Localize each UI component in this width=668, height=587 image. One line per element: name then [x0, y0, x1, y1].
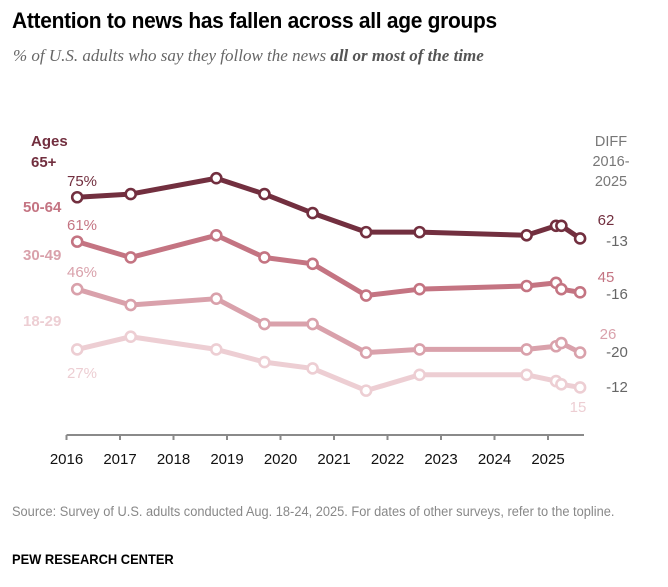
data-point: [306, 257, 319, 271]
diff-value: -12: [606, 379, 628, 396]
source-note: Source: Survey of U.S. adults conducted …: [12, 504, 615, 519]
data-point: [359, 384, 373, 397]
x-tick-label: 2024: [478, 451, 511, 468]
data-point: [124, 251, 137, 264]
data-point: [413, 368, 426, 382]
x-tick-label: 2018: [157, 451, 190, 468]
data-point: [573, 381, 587, 394]
start-value-label: 75%: [67, 173, 97, 190]
data-point: [210, 228, 223, 242]
diff-value: -13: [606, 233, 628, 250]
data-point: [359, 346, 373, 359]
series-line-18-29: [74, 334, 583, 394]
subtitle-prefix: % of U.S. adults who say they follow the…: [13, 46, 331, 65]
x-tick-label: 2016: [50, 451, 83, 468]
data-point: [70, 282, 84, 296]
data-point: [520, 228, 533, 242]
data-point: [258, 317, 271, 331]
data-point: [359, 225, 373, 239]
end-value-label: 45: [598, 269, 615, 286]
diff-value: -20: [606, 344, 628, 361]
legend-label-30-49: 30-49: [23, 247, 61, 264]
data-point: [306, 206, 319, 220]
end-value-label: 26: [600, 326, 617, 343]
x-tick-label: 2021: [317, 451, 350, 468]
end-value-label: 62: [598, 212, 615, 229]
chart-subtitle: % of U.S. adults who say they follow the…: [13, 46, 484, 66]
diff-value: -16: [606, 286, 628, 303]
chart-title: Attention to news has fallen across all …: [12, 8, 497, 33]
start-value-label: 27%: [67, 365, 97, 382]
x-tick-label: 2017: [103, 451, 136, 468]
data-point: [306, 317, 319, 331]
data-point: [258, 355, 271, 369]
x-tick-label: 2023: [424, 451, 457, 468]
start-value-label: 61%: [67, 217, 97, 234]
data-point: [124, 187, 137, 201]
diff-header-label: 2016-: [592, 154, 629, 170]
data-point: [258, 251, 271, 264]
data-point: [70, 235, 84, 248]
x-tick-label: 2025: [531, 451, 564, 468]
data-point: [359, 289, 373, 302]
data-point: [555, 336, 568, 350]
data-point: [520, 368, 533, 382]
line-chart: 2016 2017 2018 2019 2020 2021 2022 2023 2024 2025…: [23, 133, 630, 468]
data-point: [555, 377, 568, 391]
legend-label-18-29: 18-29: [23, 313, 61, 330]
data-point: [573, 232, 587, 245]
data-point: [210, 343, 223, 356]
legend-label-65+: 65+: [31, 154, 57, 171]
start-value-label: 46%: [67, 264, 97, 281]
legend-label-50-64: 50-64: [23, 199, 62, 216]
data-point: [210, 171, 223, 185]
data-point: [573, 286, 587, 299]
data-point: [124, 298, 137, 312]
data-point: [70, 190, 84, 204]
data-point: [413, 343, 426, 356]
x-tick-label: 2020: [264, 451, 297, 468]
brand-logo-text: PEW RESEARCH CENTER: [12, 551, 174, 567]
diff-header-label: 2025: [595, 174, 627, 190]
data-point: [520, 279, 533, 293]
data-point: [210, 292, 223, 305]
data-point: [124, 330, 137, 344]
data-point: [555, 282, 568, 296]
data-point: [258, 187, 271, 201]
legend-label-65+: Ages: [31, 133, 68, 150]
series-line-50-64: [74, 232, 583, 299]
x-tick-label: 2022: [371, 451, 404, 468]
end-value-label: 15: [570, 399, 587, 416]
data-point: [555, 219, 568, 233]
data-point: [573, 346, 587, 359]
data-point: [520, 343, 533, 356]
series-line-65+: [74, 175, 583, 241]
series-line-30-49: [74, 286, 583, 356]
data-point: [413, 282, 426, 296]
subtitle-emphasis: all or most of the time: [330, 46, 484, 65]
x-tick-label: 2019: [210, 451, 243, 468]
data-point: [413, 225, 426, 239]
data-point: [306, 362, 319, 375]
diff-header-label: DIFF: [595, 134, 627, 150]
data-point: [70, 343, 84, 356]
